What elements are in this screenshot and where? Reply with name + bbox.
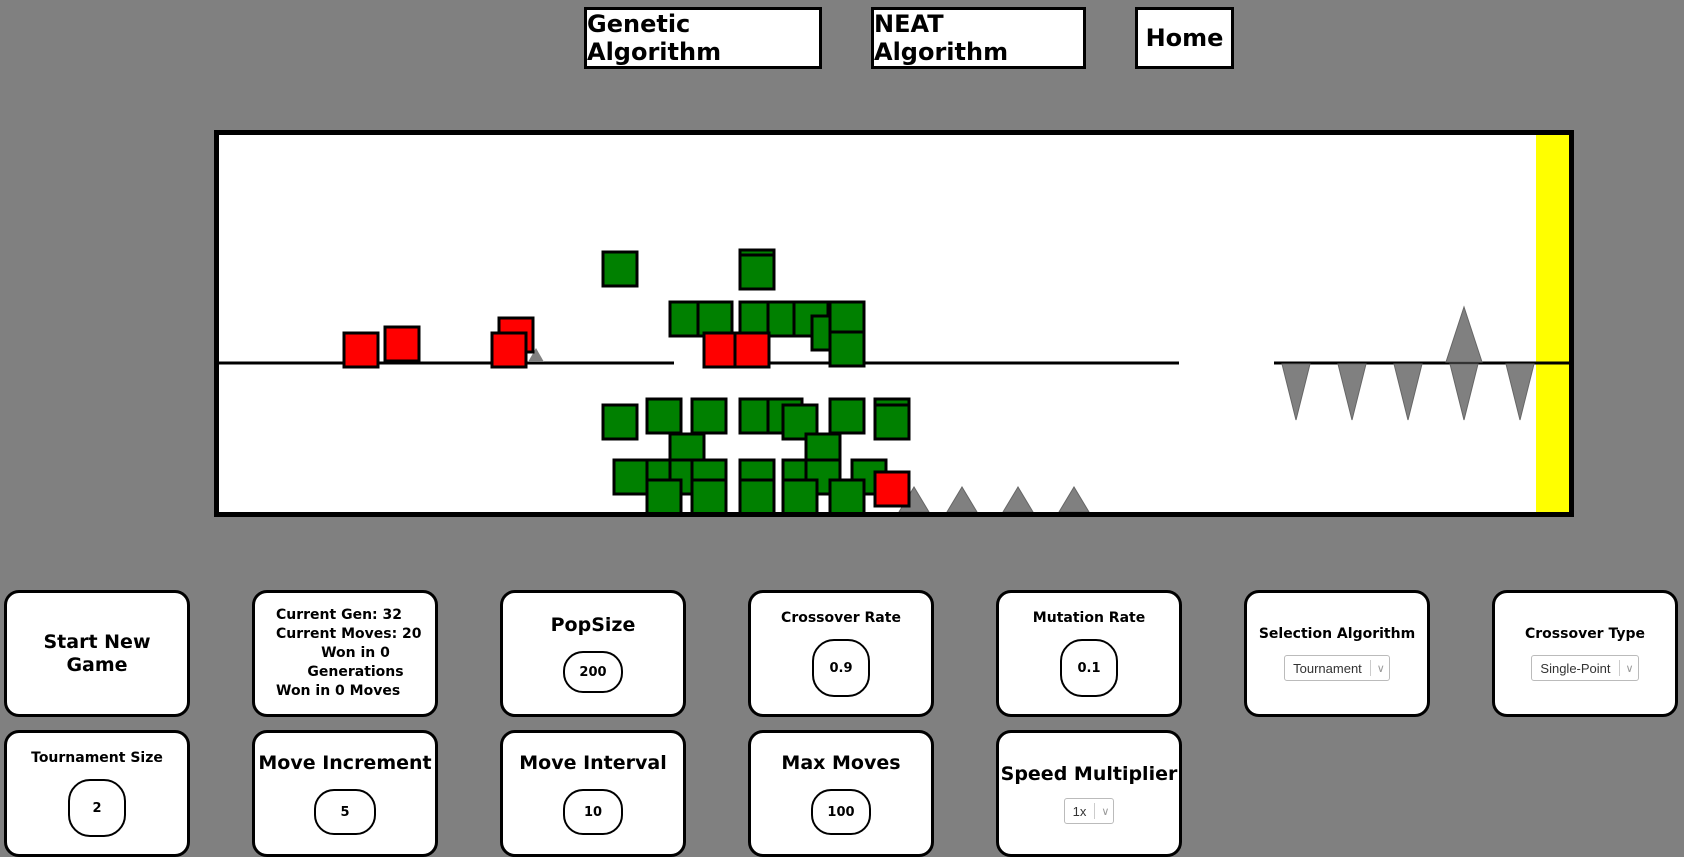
max-moves-label: Max Moves — [781, 752, 901, 774]
dead-agent — [733, 331, 771, 369]
mutation-rate-card: Mutation Rate 0.1 — [996, 590, 1182, 717]
alive-agent — [738, 478, 776, 512]
home-button[interactable]: Home — [1135, 7, 1234, 69]
dead-agent — [873, 470, 911, 508]
alive-agent — [828, 478, 866, 512]
select-separator — [1618, 660, 1620, 676]
spike-down — [1449, 363, 1479, 421]
speed-multiplier-label: Speed Multiplier — [1000, 763, 1178, 785]
popsize-input[interactable]: 200 — [563, 651, 623, 693]
won-moves-text: Won in 0 Moves — [276, 683, 401, 699]
chevron-down-icon: ∨ — [1376, 662, 1385, 675]
goal-zone — [1536, 135, 1569, 512]
tournament-size-label: Tournament Size — [31, 750, 163, 766]
move-interval-input[interactable]: 10 — [563, 789, 623, 835]
mutation-rate-label: Mutation Rate — [1032, 610, 1146, 626]
popsize-card: PopSize 200 — [500, 590, 686, 717]
spike-down — [1281, 363, 1311, 421]
start-new-game-label: Start New Game — [43, 630, 151, 676]
alive-agent — [828, 330, 866, 368]
start-new-game-button[interactable]: Start New Game — [4, 590, 190, 717]
alive-agent — [781, 403, 819, 441]
alive-agent — [612, 458, 650, 496]
crossover-rate-card: Crossover Rate 0.9 — [748, 590, 934, 717]
crossover-type-label: Crossover Type — [1524, 626, 1645, 642]
move-interval-card: Move Interval 10 — [500, 730, 686, 857]
crossover-rate-label: Crossover Rate — [781, 610, 901, 626]
alive-agent — [690, 397, 728, 435]
max-moves-card: Max Moves 100 — [748, 730, 934, 857]
dead-agent — [702, 331, 740, 369]
neat-algorithm-button[interactable]: NEAT Algorithm — [871, 7, 1086, 69]
alive-agent — [738, 253, 776, 291]
alive-agent — [601, 403, 639, 441]
alive-agent — [690, 478, 728, 512]
spike-up — [946, 486, 978, 512]
tournament-size-input[interactable]: 2 — [68, 779, 126, 837]
tournament-size-card: Tournament Size 2 — [4, 730, 190, 857]
spike-up — [528, 348, 544, 362]
alive-agent — [873, 403, 911, 441]
select-separator — [1369, 660, 1371, 676]
move-interval-label: Move Interval — [519, 752, 667, 774]
selection-algorithm-card: Selection Algorithm Tournament ∨ — [1244, 590, 1430, 717]
selection-algorithm-select[interactable]: Tournament ∨ — [1284, 655, 1390, 681]
chevron-down-icon: ∨ — [1625, 662, 1634, 675]
alive-agent — [601, 250, 639, 288]
spike-down — [1393, 363, 1423, 421]
dead-agent — [383, 325, 421, 363]
spike-up — [1002, 486, 1034, 512]
spike-down — [1505, 363, 1535, 421]
speed-multiplier-value: 1x — [1072, 803, 1087, 819]
crossover-type-value: Single-Point — [1540, 660, 1611, 676]
game-canvas — [214, 130, 1574, 517]
speed-multiplier-card: Speed Multiplier 1x ∨ — [996, 730, 1182, 857]
genetic-algorithm-button[interactable]: Genetic Algorithm — [584, 7, 822, 69]
max-moves-input[interactable]: 100 — [811, 789, 871, 835]
game-scene — [219, 135, 1569, 512]
move-increment-label: Move Increment — [258, 752, 432, 774]
alive-agent — [828, 397, 866, 435]
select-separator — [1094, 803, 1096, 819]
mutation-rate-input[interactable]: 0.1 — [1060, 639, 1118, 697]
alive-agent — [696, 300, 734, 338]
speed-multiplier-select[interactable]: 1x ∨ — [1063, 798, 1115, 824]
crossover-type-card: Crossover Type Single-Point ∨ — [1492, 590, 1678, 717]
alive-agent — [645, 478, 683, 512]
spike-down — [1337, 363, 1367, 421]
won-generations-text: Won in 0 Generations — [307, 645, 404, 680]
move-increment-card: Move Increment 5 — [252, 730, 438, 857]
spike-up — [1445, 305, 1483, 363]
current-moves-text: Current Moves: 20 — [276, 626, 422, 642]
alive-agent — [645, 397, 683, 435]
alive-agent — [781, 478, 819, 512]
crossover-rate-input[interactable]: 0.9 — [812, 639, 870, 697]
move-increment-input[interactable]: 5 — [314, 789, 376, 835]
current-gen-text: Current Gen: 32 — [276, 607, 402, 623]
selection-algorithm-label: Selection Algorithm — [1258, 626, 1416, 642]
dead-agent — [490, 331, 528, 369]
dead-agent — [342, 331, 380, 369]
chevron-down-icon: ∨ — [1101, 805, 1110, 818]
spike-up — [1058, 486, 1090, 512]
crossover-type-select[interactable]: Single-Point ∨ — [1531, 655, 1639, 681]
popsize-label: PopSize — [550, 614, 636, 636]
selection-algorithm-value: Tournament — [1293, 660, 1362, 676]
stats-panel: Current Gen: 32 Current Moves: 20 Won in… — [252, 590, 438, 717]
